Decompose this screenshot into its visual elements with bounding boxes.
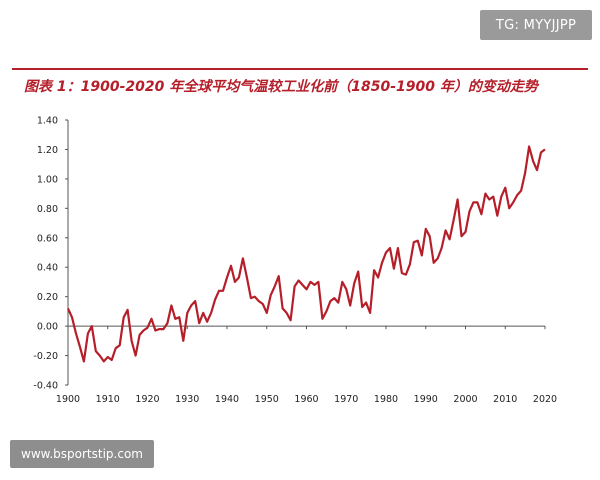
source-badge: TG: MYYJJPP bbox=[480, 10, 592, 40]
y-tick-label: 0.20 bbox=[37, 292, 58, 303]
x-tick-label: 2010 bbox=[493, 394, 517, 405]
x-tick-label: 2020 bbox=[533, 394, 557, 405]
x-axis-ticks: 1900 1910 1920 1930 1940 1950 1960 1970 1980 1990… bbox=[56, 326, 557, 405]
y-tick-label: 0.40 bbox=[37, 263, 58, 274]
y-tick-label: -0.40 bbox=[33, 381, 58, 392]
y-tick-label: 1.40 bbox=[37, 116, 58, 127]
y-tick-label: 0.60 bbox=[37, 233, 58, 244]
x-tick-label: 1920 bbox=[135, 394, 159, 405]
y-tick-label: -0.20 bbox=[33, 351, 58, 362]
x-tick-label: 1980 bbox=[374, 394, 398, 405]
y-tick-label: 1.00 bbox=[37, 174, 58, 185]
x-tick-label: 1930 bbox=[175, 394, 199, 405]
chart-title: 图表 1：1900-2020 年全球平均气温较工业化前（1850-1900 年）… bbox=[24, 79, 538, 95]
watermark: www.bsportstip.com bbox=[10, 440, 154, 468]
y-tick-label: 1.20 bbox=[37, 145, 58, 156]
x-tick-label: 1990 bbox=[414, 394, 438, 405]
title-rule bbox=[12, 68, 588, 70]
x-tick-label: 1960 bbox=[294, 394, 318, 405]
y-axis-ticks: 1.40 1.20 1.00 0.80 0.60 0.40 0.20 0.00 -0.20 -0.… bbox=[33, 116, 68, 392]
x-tick-label: 1900 bbox=[56, 394, 80, 405]
x-tick-label: 1940 bbox=[215, 394, 239, 405]
x-tick-label: 1950 bbox=[255, 394, 279, 405]
series-line bbox=[66, 145, 546, 363]
x-tick-label: 2000 bbox=[453, 394, 477, 405]
chart-axes bbox=[67, 120, 545, 385]
y-tick-label: 0.00 bbox=[37, 322, 58, 333]
series-group bbox=[66, 145, 546, 363]
y-tick-label: 0.80 bbox=[37, 204, 58, 215]
x-tick-label: 1970 bbox=[334, 394, 358, 405]
x-tick-label: 1910 bbox=[96, 394, 120, 405]
